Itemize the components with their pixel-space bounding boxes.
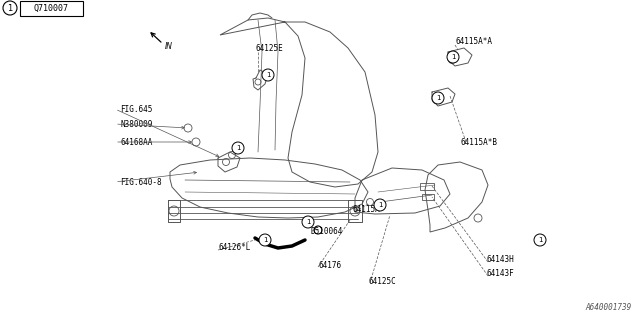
Text: 1: 1 (306, 219, 310, 225)
Text: 64126*L: 64126*L (218, 244, 250, 252)
Bar (422, 194, 434, 200)
Text: 64168AA: 64168AA (120, 138, 152, 147)
Text: 1: 1 (451, 54, 455, 60)
Text: FIG.640-8: FIG.640-8 (120, 178, 162, 187)
Circle shape (232, 142, 244, 154)
Text: 1: 1 (538, 237, 542, 243)
Circle shape (432, 92, 444, 104)
Text: 1: 1 (266, 72, 270, 78)
Text: A640001739: A640001739 (586, 303, 632, 312)
Circle shape (259, 234, 271, 246)
Text: 1: 1 (8, 4, 13, 12)
Circle shape (262, 69, 274, 81)
Text: N380009: N380009 (120, 119, 152, 129)
Bar (420, 183, 434, 190)
Text: 1: 1 (378, 202, 382, 208)
Circle shape (3, 1, 17, 15)
FancyBboxPatch shape (19, 1, 83, 15)
Circle shape (374, 199, 386, 211)
Text: 64115A: 64115A (352, 204, 380, 213)
Circle shape (302, 216, 314, 228)
Circle shape (534, 234, 546, 246)
Text: 64176: 64176 (318, 260, 341, 269)
Circle shape (447, 51, 459, 63)
Text: 64143H: 64143H (486, 255, 514, 265)
Text: 64125C: 64125C (368, 276, 396, 285)
Text: D510064: D510064 (310, 227, 342, 236)
Text: 1: 1 (236, 145, 240, 151)
Text: 1: 1 (436, 95, 440, 101)
Text: 64125E: 64125E (255, 44, 283, 52)
Text: IN: IN (165, 42, 173, 51)
Text: FIG.645: FIG.645 (120, 105, 152, 114)
Text: Q710007: Q710007 (33, 4, 68, 12)
Text: 64143F: 64143F (486, 269, 514, 278)
Text: 64115A*B: 64115A*B (460, 138, 497, 147)
Text: 1: 1 (263, 237, 268, 243)
Text: 64115A*A: 64115A*A (455, 36, 492, 45)
